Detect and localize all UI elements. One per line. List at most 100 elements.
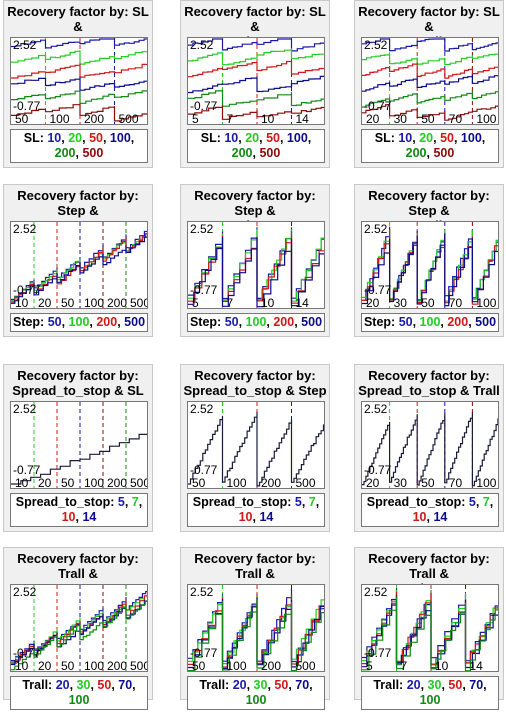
y-min-label: -0.77 <box>13 283 41 297</box>
x-tick-label: 100 <box>226 476 247 489</box>
legend-separator: , <box>89 315 97 329</box>
legend-separator: , <box>111 678 119 692</box>
chart-panel-2: Recovery factor by: SL &Spread_to_stop2.… <box>180 0 330 168</box>
legend-entry-70: 70 <box>295 678 310 692</box>
chart-panel-12: Recovery factor by: Trall &Spread_to_sto… <box>354 547 504 710</box>
legend-label: SL: <box>23 131 48 145</box>
y-min-label: -0.77 <box>13 646 41 660</box>
legend: Spread_to_stop: 5, 7, 10, 14 <box>187 493 325 527</box>
y-max-label: 2.52 <box>190 585 214 599</box>
legend-label: Step: <box>363 315 399 329</box>
x-tick-label: 50 <box>61 659 75 672</box>
chart-panel-3: Recovery factor by: SL &Trall2.52-0.7720… <box>354 0 504 168</box>
x-tick-label: 30 <box>393 112 407 125</box>
legend-label: SL: <box>374 131 399 145</box>
legend-separator: , <box>267 678 275 692</box>
chart-panel-10: Recovery factor by: Trall &SL2.52-0.7710… <box>3 547 153 710</box>
legend-separator: , <box>489 495 494 509</box>
legend: Step: 50, 100, 200, 500 <box>187 313 325 332</box>
legend: SL: 10, 20, 50, 100, 200, 500 <box>187 129 325 163</box>
chart-title-line: Recovery factor by: Step & <box>17 188 139 218</box>
legend-entry-100: 100 <box>419 315 441 329</box>
chart-title-line: Recovery factor by: SL & <box>184 4 326 34</box>
plot-area: 2.52 -0.77 5 7 10 14 <box>361 584 499 672</box>
series-line-50 <box>362 62 498 79</box>
legend-entry-10: 10 <box>398 131 413 145</box>
legend-separator: , <box>61 131 69 145</box>
x-tick-label: 500 <box>295 476 316 489</box>
series-line-combined <box>362 412 498 487</box>
legend-separator: , <box>266 315 274 329</box>
x-tick-label: 7 <box>226 112 234 125</box>
legend-separator: , <box>288 678 296 692</box>
series-line-500 <box>362 103 498 121</box>
series-line-200 <box>188 89 324 107</box>
plot-svg <box>11 222 147 308</box>
x-tick-label: 100 <box>84 659 105 672</box>
y-max-label: 2.52 <box>13 222 37 236</box>
series-line-200 <box>11 90 147 104</box>
x-tick-label: 50 <box>61 296 75 309</box>
series-line-50 <box>11 63 147 79</box>
y-min-label: -0.77 <box>364 646 392 660</box>
legend-separator: , <box>433 131 441 145</box>
x-tick-label: 100 <box>226 659 247 672</box>
series-line-500 <box>11 236 147 304</box>
x-tick-label: 200 <box>107 659 128 672</box>
series-line-10 <box>11 38 147 49</box>
x-tick-label: 50 <box>421 296 435 309</box>
x-tick-label: 20 <box>38 659 52 672</box>
plot-area: 2.52 -0.77 50 100 200 500 <box>10 37 148 125</box>
legend-separator: , <box>440 315 448 329</box>
legend-entry-30: 30 <box>253 678 268 692</box>
x-tick-label: 14 <box>295 296 309 309</box>
series-line-500 <box>11 103 147 122</box>
x-tick-label: 100 <box>84 476 105 489</box>
y-min-label: -0.77 <box>190 646 218 660</box>
x-tick-label: 10 <box>435 659 449 672</box>
legend-entry-100: 100 <box>286 131 308 145</box>
legend-entry-50: 50 <box>398 315 413 329</box>
series-line-100 <box>362 596 498 671</box>
legend-entry-5: 5 <box>117 495 125 509</box>
x-tick-label: 500 <box>130 296 147 309</box>
chart-panel-6: Recovery factor by: Step &Trall2.52-0.77… <box>354 184 504 337</box>
legend-entry-100: 100 <box>419 693 441 707</box>
legend-entry-20: 20 <box>232 678 247 692</box>
x-tick-label: 20 <box>366 112 380 125</box>
y-max-label: 2.52 <box>13 585 37 599</box>
legend-separator: , <box>475 495 483 509</box>
legend-entry-20: 20 <box>419 131 434 145</box>
chart-title-line: Recovery factor by: Trall & <box>17 551 139 581</box>
legend-separator: , <box>279 131 287 145</box>
y-max-label: 2.52 <box>364 38 388 52</box>
legend-entry-50: 50 <box>47 315 62 329</box>
x-tick-label: 20 <box>38 296 52 309</box>
legend-separator: , <box>453 131 461 145</box>
legend-separator: , <box>61 315 69 329</box>
legend-separator: , <box>117 315 125 329</box>
legend: Step: 50, 100, 200, 500 <box>10 313 148 332</box>
legend-separator: , <box>246 678 254 692</box>
plot-area: 2.52 -0.77 20 30 50 70 100 <box>361 401 499 489</box>
legend-entry-200: 200 <box>447 315 469 329</box>
series-line-100 <box>362 74 498 92</box>
x-tick-label: 50 <box>421 476 435 489</box>
y-min-label: -0.77 <box>190 99 218 113</box>
legend-entry-200: 200 <box>273 315 295 329</box>
legend-separator: , <box>82 131 90 145</box>
legend-separator: , <box>468 315 476 329</box>
legend-label: Step: <box>189 315 225 329</box>
x-tick-label: 500 <box>295 659 316 672</box>
plot-svg <box>11 38 147 124</box>
series-line-combined <box>11 433 147 485</box>
y-min-label: -0.77 <box>13 463 41 477</box>
legend-entry-500: 500 <box>433 146 455 160</box>
legend-entry-500: 500 <box>82 146 104 160</box>
y-max-label: 2.52 <box>364 585 388 599</box>
legend-label: Spread_to_stop: <box>366 495 469 509</box>
y-max-label: 2.52 <box>13 402 37 416</box>
chart-title-line: Recovery factor by: <box>368 368 490 383</box>
x-tick-label: 10 <box>261 112 275 125</box>
x-tick-label: 10 <box>15 296 29 309</box>
